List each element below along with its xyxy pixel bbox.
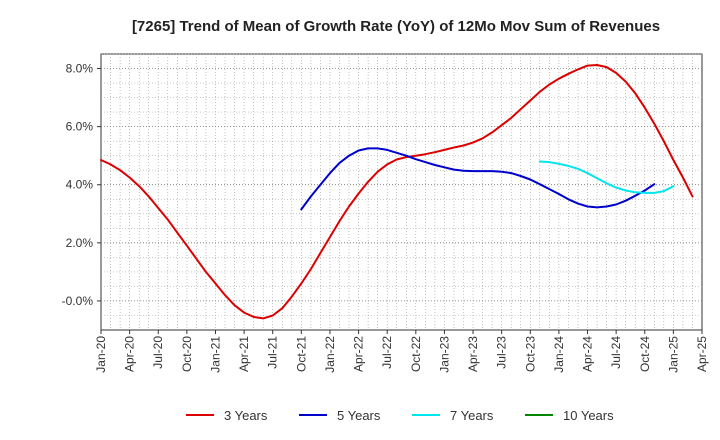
x-tick-label: Apr-25	[695, 336, 709, 372]
legend: 3 Years 5 Years 7 Years 10 Years	[186, 408, 614, 423]
series-line-5-years	[300, 147, 656, 211]
x-tick-label: Oct-20	[180, 336, 194, 372]
x-tick-label: Jul-23	[495, 336, 509, 369]
x-tick-label: Jul-24	[609, 336, 623, 369]
series-line-7-years	[538, 160, 675, 194]
legend-label: 10 Years	[563, 408, 614, 423]
x-tick-label: Jul-20	[151, 336, 165, 369]
series-line-3-years	[100, 64, 694, 320]
x-tick-label: Apr-22	[352, 336, 366, 372]
x-tick-label: Apr-23	[466, 336, 480, 372]
x-tick-label: Oct-22	[409, 336, 423, 372]
x-tick-label: Jul-21	[266, 336, 280, 369]
x-tick-label: Jan-20	[94, 336, 108, 373]
series-lines	[100, 64, 694, 320]
x-tick-label: Oct-23	[523, 336, 537, 372]
x-tick-label: Jan-25	[666, 336, 680, 373]
x-tick-label: Jan-23	[437, 336, 451, 373]
x-tick-label: Oct-24	[638, 336, 652, 372]
x-tick-label: Jul-22	[380, 336, 394, 369]
x-axis-ticks: Jan-20 Apr-20 Jul-20 Oct-20 Jan-21 Apr-21 Jul-…	[94, 330, 709, 373]
x-tick-label: Jan-24	[552, 336, 566, 373]
x-tick-label: Apr-24	[581, 336, 595, 372]
legend-label: 7 Years	[450, 408, 494, 423]
legend-label: 3 Years	[224, 408, 268, 423]
x-tick-label: Jan-22	[323, 336, 337, 373]
chart-title: [7265] Trend of Mean of Growth Rate (YoY…	[132, 18, 660, 35]
y-axis-ticks: -0.0% 2.0% 4.0% 6.0% 8.0%	[62, 62, 101, 308]
plot-area	[100, 53, 703, 331]
x-tick-label: Oct-21	[294, 336, 308, 372]
x-tick-label: Jan-21	[208, 336, 222, 373]
y-tick-label: 8.0%	[66, 62, 94, 76]
legend-label: 5 Years	[337, 408, 381, 423]
y-tick-label: 4.0%	[66, 178, 94, 192]
y-tick-label: 6.0%	[66, 120, 94, 134]
x-tick-label: Apr-21	[237, 336, 251, 372]
y-tick-label: -0.0%	[62, 294, 94, 308]
x-tick-label: Apr-20	[123, 336, 137, 372]
y-tick-label: 2.0%	[66, 236, 94, 250]
